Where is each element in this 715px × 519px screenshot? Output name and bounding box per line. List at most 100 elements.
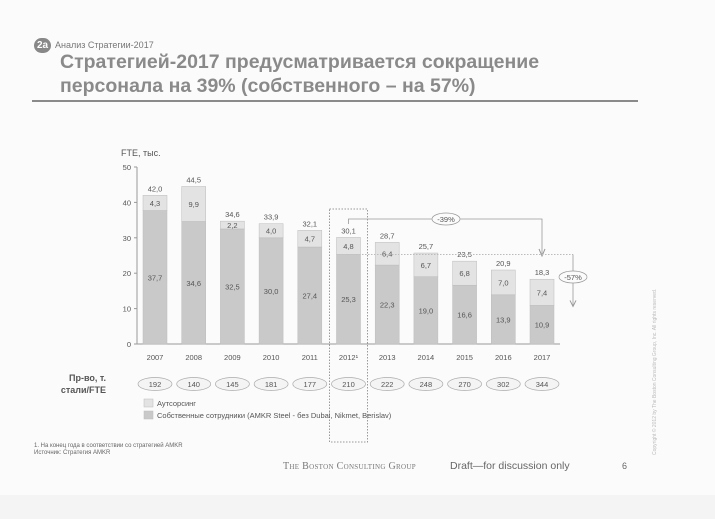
bar-value-label: 6,7 bbox=[421, 261, 431, 270]
bar-value-label: 34,6 bbox=[186, 279, 201, 288]
bar-total-label: 20,9 bbox=[496, 259, 511, 268]
productivity-value: 181 bbox=[265, 380, 278, 389]
bar-own-staff bbox=[181, 221, 206, 345]
x-tick-label: 2007 bbox=[147, 353, 164, 362]
x-tick-label: 2009 bbox=[224, 353, 241, 362]
bar-outsourcing bbox=[529, 278, 555, 306]
productivity-badge bbox=[524, 377, 560, 391]
productivity-value: 302 bbox=[497, 380, 510, 389]
legend-swatch bbox=[143, 410, 154, 420]
bar-total-label: 25,7 bbox=[419, 242, 434, 251]
productivity-badge bbox=[215, 377, 250, 391]
x-tick-label: 2012¹ bbox=[339, 353, 359, 362]
y-tick-label: 40 bbox=[123, 198, 131, 207]
bar-outsourcing bbox=[258, 223, 284, 239]
bar-own-staff bbox=[297, 246, 323, 345]
bar-value-label: 4,3 bbox=[150, 199, 160, 208]
bar-total-label: 33,9 bbox=[264, 213, 279, 222]
productivity-badge bbox=[408, 377, 444, 391]
bar-outsourcing bbox=[374, 242, 400, 266]
y-tick-label: 50 bbox=[123, 163, 131, 172]
bar-value-label: 6,8 bbox=[459, 269, 469, 278]
x-tick-label: 2013 bbox=[379, 353, 396, 362]
y-tick-label: 0 bbox=[127, 340, 131, 349]
bar-own-staff bbox=[336, 254, 361, 345]
copyright: Copyright © 2012 by The Boston Consultin… bbox=[652, 288, 658, 455]
bar-total-label: 42,0 bbox=[148, 184, 163, 193]
bar-total-label: 18,3 bbox=[535, 268, 550, 277]
productivity-badge bbox=[485, 377, 521, 391]
productivity-badge bbox=[292, 377, 328, 391]
title-divider bbox=[32, 100, 638, 102]
company-logo-text: The Boston Consulting Group bbox=[283, 461, 416, 472]
bar-value-label: 10,9 bbox=[535, 321, 550, 330]
bar-total-label: 30,1 bbox=[341, 226, 356, 235]
y-tick-label: 30 bbox=[123, 234, 131, 243]
bar-outsourcing bbox=[491, 269, 516, 296]
bar-value-label: 22,3 bbox=[380, 301, 395, 310]
x-tick-label: 2017 bbox=[534, 353, 551, 362]
productivity-badge bbox=[369, 377, 405, 391]
bar-outsourcing bbox=[220, 220, 245, 230]
reduction-39-badge bbox=[431, 212, 461, 226]
x-tick-label: 2015 bbox=[456, 353, 473, 362]
y-tick-label: 20 bbox=[123, 269, 131, 278]
bar-total-label: 32,1 bbox=[302, 219, 317, 228]
bar-value-label: 25,3 bbox=[341, 295, 356, 304]
productivity-value: 192 bbox=[149, 380, 162, 389]
productivity-badge bbox=[331, 377, 366, 391]
reduction-57-text: -57% bbox=[564, 273, 582, 282]
bar-total-label: 34,6 bbox=[225, 210, 240, 219]
bar-own-staff bbox=[491, 294, 516, 345]
productivity-label: Пр-во, т. bbox=[69, 373, 106, 383]
productivity-value: 210 bbox=[342, 380, 355, 389]
bar-outsourcing bbox=[181, 186, 206, 222]
draft-label: Draft—for discussion only bbox=[450, 460, 570, 472]
x-tick-label: 2014 bbox=[418, 353, 435, 362]
legend-label: Собственные сотрудники (AMKR Steel - без… bbox=[157, 411, 392, 420]
footnote: 1. На конец года в соответствии со страт… bbox=[34, 443, 183, 449]
productivity-badge bbox=[447, 377, 482, 391]
x-tick-label: 2008 bbox=[185, 353, 202, 362]
bar-value-label: 7,4 bbox=[537, 288, 547, 297]
legend-label: Аутсорсинг bbox=[157, 399, 196, 408]
bar-value-label: 13,9 bbox=[496, 315, 511, 324]
productivity-value: 344 bbox=[536, 380, 549, 389]
arrow-down-icon bbox=[538, 248, 546, 258]
bar-outsourcing bbox=[142, 195, 168, 211]
page-title: Стратегией-2017 предусматривается сокращ… bbox=[60, 51, 540, 97]
productivity-value: 222 bbox=[381, 380, 394, 389]
bar-value-label: 16,6 bbox=[457, 311, 472, 320]
bar-value-label: 27,4 bbox=[302, 292, 317, 301]
productivity-label-unit: стали/FTE bbox=[61, 385, 106, 395]
productivity-badge bbox=[253, 377, 289, 391]
x-tick-label: 2016 bbox=[495, 353, 512, 362]
bar-value-label: 2,2 bbox=[227, 221, 237, 230]
productivity-badge bbox=[176, 377, 212, 391]
y-axis-label: FTE, тыс. bbox=[121, 148, 161, 158]
productivity-value: 177 bbox=[304, 380, 317, 389]
bar-outsourcing bbox=[336, 237, 361, 255]
y-tick-label: 10 bbox=[123, 305, 131, 314]
bar-own-staff bbox=[258, 237, 284, 345]
reduction-57-badge bbox=[558, 270, 588, 284]
bar-outsourcing bbox=[297, 230, 323, 248]
bar-value-label: 30,0 bbox=[264, 287, 279, 296]
bar-value-label: 4,7 bbox=[305, 235, 315, 244]
bar-value-label: 37,7 bbox=[148, 273, 163, 282]
bar-value-label: 4,8 bbox=[343, 242, 353, 251]
bar-total-label: 28,7 bbox=[380, 231, 395, 240]
bar-value-label: 7,0 bbox=[498, 278, 508, 287]
bar-outsourcing bbox=[413, 252, 439, 277]
bar-value-label: 19,0 bbox=[419, 306, 434, 315]
arrow-down-icon bbox=[569, 300, 577, 308]
source-note: Источник: Стратегия AMKR bbox=[34, 450, 111, 456]
x-tick-label: 2011 bbox=[302, 353, 318, 362]
bar-value-label: 32,5 bbox=[225, 282, 240, 291]
bar-value-label: 9,9 bbox=[188, 200, 198, 209]
bar-own-staff bbox=[529, 305, 555, 345]
productivity-value: 248 bbox=[420, 380, 433, 389]
highlight-2012-box bbox=[329, 208, 368, 443]
section-badge: 2a bbox=[34, 38, 51, 53]
